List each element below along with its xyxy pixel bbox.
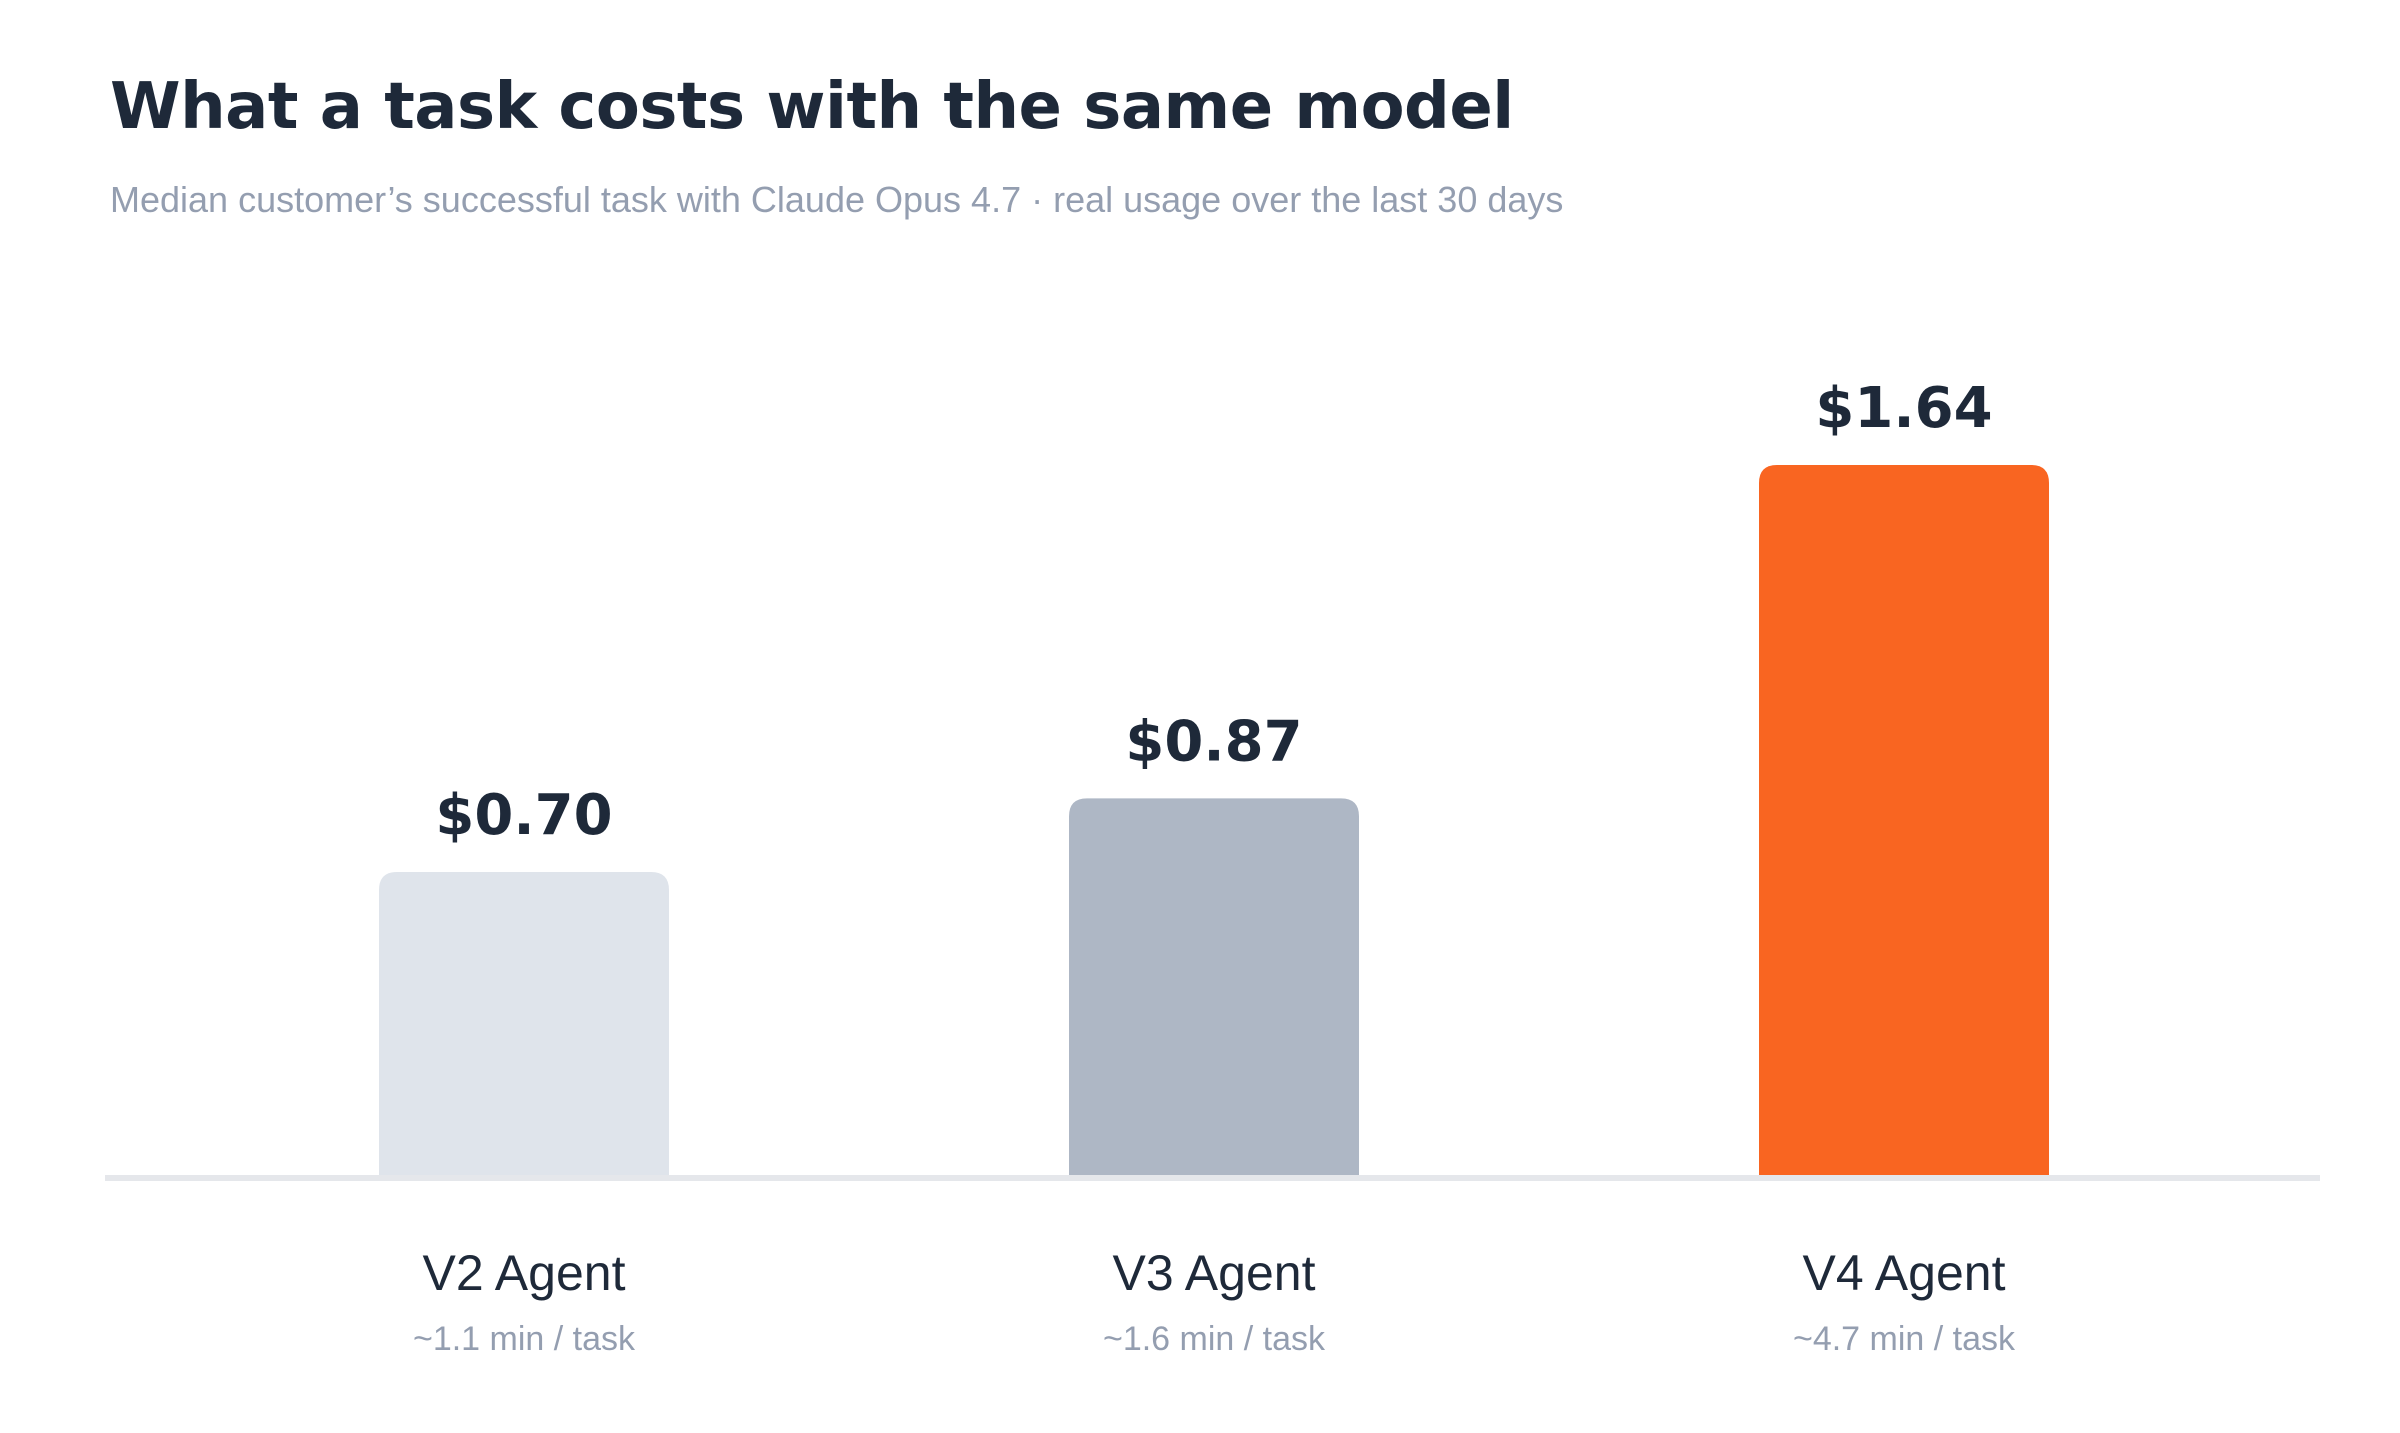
value-label: $0.87: [1125, 709, 1302, 774]
category-label: V3 Agent: [1113, 1245, 1316, 1301]
category-label: V4 Agent: [1803, 1245, 2006, 1301]
value-label: $1.64: [1815, 376, 1992, 441]
category-sublabel: ~4.7 min / task: [1793, 1320, 2016, 1358]
category-sublabel: ~1.6 min / task: [1103, 1320, 1326, 1358]
bar-v4-agent: [1759, 465, 2049, 1175]
category-sublabel: ~1.1 min / task: [413, 1320, 636, 1358]
category-label: V2 Agent: [423, 1245, 626, 1301]
labels-layer: $0.70 V2 Agent ~1.1 min / task $0.87 V3 Agen…: [413, 376, 2016, 1358]
chart-title: What a task costs with the same model: [110, 70, 1514, 144]
bar-v3-agent: [1069, 798, 1359, 1175]
value-label: $0.70: [435, 783, 612, 848]
bar-v2-agent: [379, 871, 669, 1175]
bars-layer: [379, 465, 2049, 1175]
chart-subtitle: Median customer’s successful task with C…: [110, 179, 1564, 220]
